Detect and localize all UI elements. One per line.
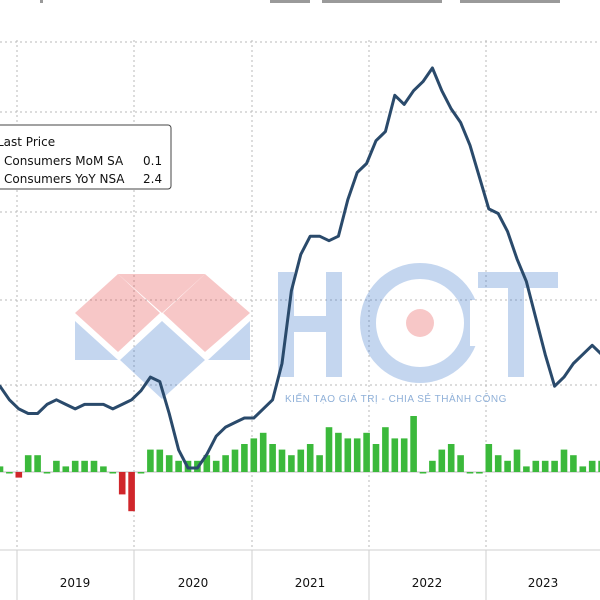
- legend-entry-yoy-value: 2.4: [143, 172, 162, 186]
- mom-bar: [34, 455, 41, 472]
- mom-bar: [81, 460, 88, 472]
- mom-bar: [391, 438, 399, 472]
- mom-bar: [71, 460, 79, 472]
- mom-bar: [400, 438, 408, 472]
- x-tick-2020: 2020: [178, 576, 209, 590]
- mom-bar: [476, 472, 483, 474]
- mom-bar: [372, 444, 380, 472]
- yoy-line-series: [0, 66, 600, 470]
- mom-bar: [231, 449, 239, 472]
- mom-bar: [325, 427, 333, 472]
- mom-bar: [447, 444, 455, 472]
- legend-entry-mom-value: 0.1: [143, 154, 162, 168]
- watermark-tagline: KIẾN TẠO GIÁ TRỊ - CHIA SẺ THÀNH CÔNG: [285, 392, 507, 405]
- mom-bar: [588, 460, 596, 472]
- mom-bar: [335, 432, 342, 472]
- mom-bar: [306, 444, 314, 472]
- mom-bar: [203, 455, 211, 472]
- legend-entry-mom-label: Consumers MoM SA: [4, 154, 124, 168]
- mom-bar: [316, 455, 323, 472]
- mom-bar: [156, 449, 164, 472]
- mom-bar: [429, 460, 436, 472]
- cropped-title-fragments: [40, 0, 560, 3]
- mom-bar: [250, 438, 258, 472]
- mom-bar: [165, 455, 173, 472]
- mom-bar: [382, 427, 389, 472]
- mom-bar: [15, 472, 23, 478]
- x-tick-2022: 2022: [412, 576, 443, 590]
- mom-bar: [344, 438, 352, 472]
- mom-bar: [0, 466, 4, 472]
- x-axis: 2019 2020 2021 2022 2023: [0, 549, 600, 600]
- mom-bar: [485, 444, 493, 472]
- mom-bar: [53, 460, 60, 472]
- mom-bar: [278, 449, 286, 472]
- mom-bar: [363, 432, 370, 472]
- mom-bar: [100, 466, 107, 472]
- mom-bar: [109, 472, 117, 474]
- mom-bar: [90, 460, 98, 472]
- mom-bar: [269, 444, 276, 472]
- legend-title: Last Price: [0, 135, 55, 149]
- mom-bar: [598, 460, 600, 472]
- mom-bar: [147, 449, 154, 472]
- mom-bar: [118, 472, 126, 495]
- x-tick-2021: 2021: [295, 576, 326, 590]
- mom-bar: [523, 466, 530, 472]
- mom-bar: [551, 460, 558, 472]
- mom-bar-series: [0, 416, 600, 512]
- mom-bar: [466, 472, 474, 474]
- mom-bar: [570, 455, 577, 472]
- mom-bar: [494, 455, 502, 472]
- mom-bar: [6, 472, 13, 474]
- mom-bar: [297, 449, 305, 472]
- mom-bar: [438, 449, 446, 472]
- mom-bar: [259, 432, 267, 472]
- mom-bar: [241, 444, 248, 472]
- legend: Last Price Consumers MoM SA 0.1 Consumer…: [0, 124, 172, 190]
- legend-entry-yoy-label: Consumers YoY NSA: [4, 172, 125, 186]
- mom-bar: [175, 460, 182, 472]
- x-tick-2023: 2023: [528, 576, 559, 590]
- mom-bar: [457, 455, 464, 472]
- mom-bar: [222, 455, 229, 472]
- x-tick-2019: 2019: [60, 576, 91, 590]
- mom-bar: [541, 460, 549, 472]
- mom-bar: [62, 466, 70, 472]
- mom-bar: [137, 472, 145, 474]
- mom-bar: [513, 449, 521, 472]
- mom-bar: [419, 472, 427, 474]
- mom-bar: [410, 416, 417, 472]
- mom-bar: [560, 449, 568, 472]
- mom-bar: [353, 438, 361, 472]
- mom-bar: [128, 472, 135, 512]
- mom-bar: [532, 460, 540, 472]
- mom-bar: [504, 460, 511, 472]
- mom-bar: [212, 460, 220, 472]
- legend-box: [0, 124, 172, 190]
- mom-bar: [43, 472, 51, 474]
- mom-bar: [288, 455, 295, 472]
- mom-bar: [24, 455, 32, 472]
- mom-bar: [579, 466, 587, 472]
